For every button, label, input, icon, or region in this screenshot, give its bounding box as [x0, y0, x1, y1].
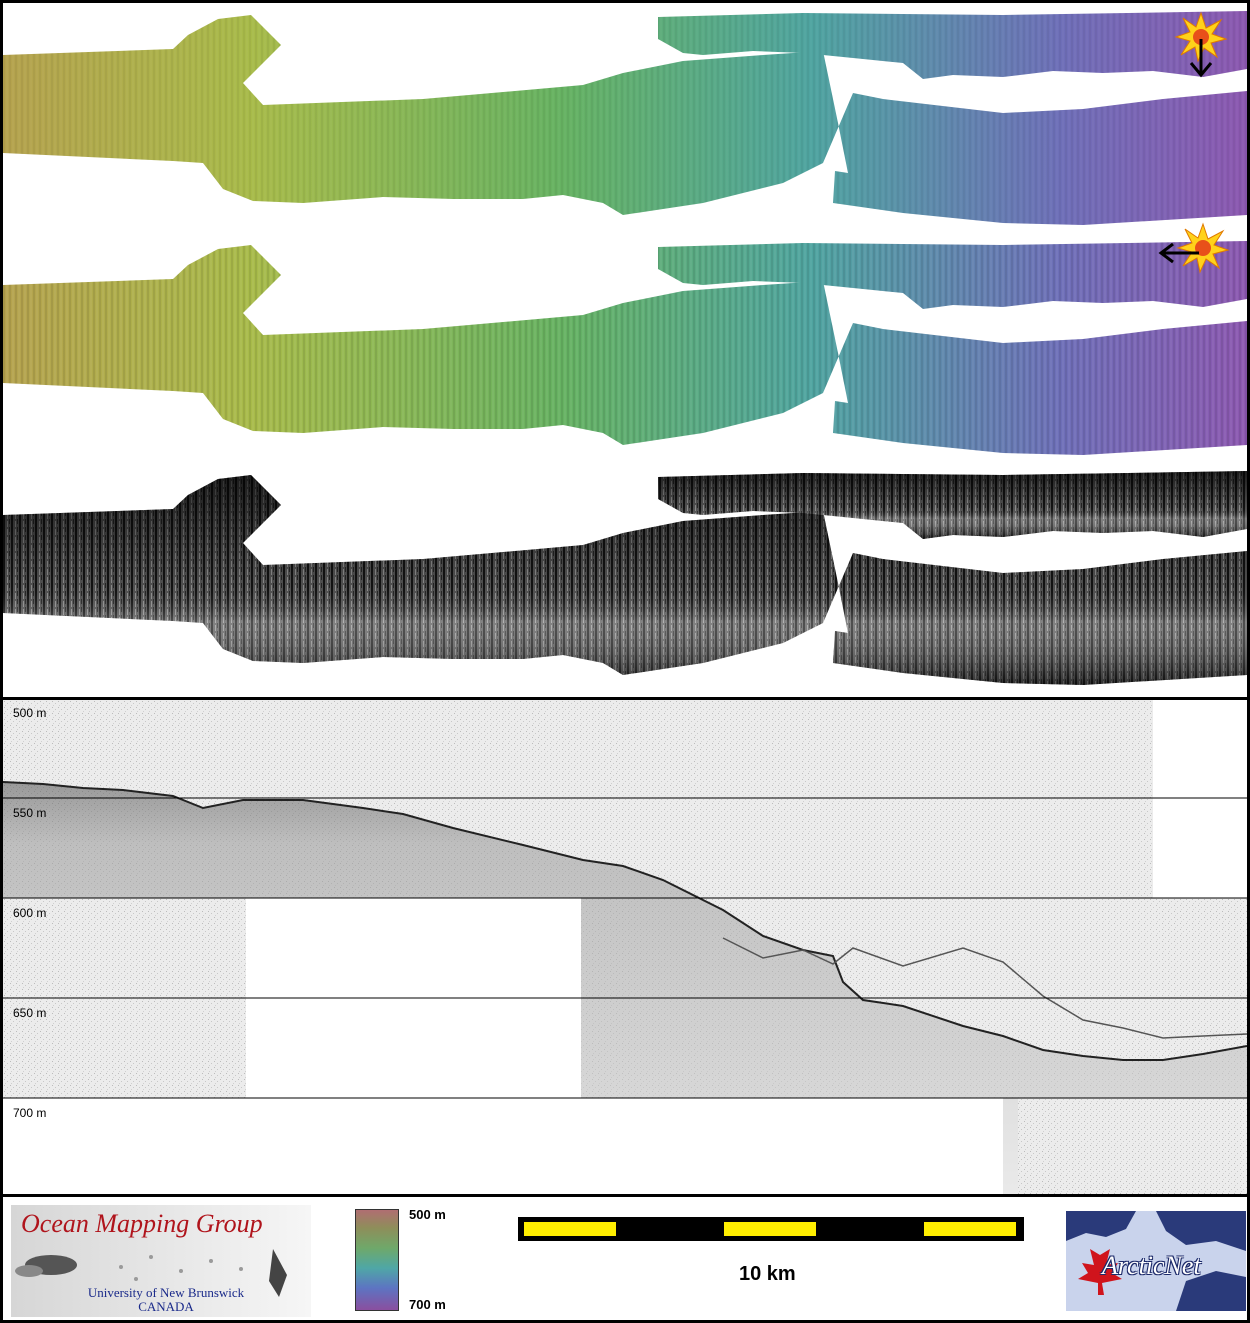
- depth-label: 650 m: [13, 1006, 47, 1020]
- arcticnet-logo: ArcticNet: [1066, 1211, 1246, 1311]
- maple-leaf-icon: [1078, 1241, 1122, 1295]
- colorbar-bottom-label: 700 m: [409, 1297, 446, 1312]
- bathymetry-map-north-illumination: [3, 11, 1247, 225]
- omg-title: Ocean Mapping Group: [21, 1209, 263, 1238]
- depth-label: 600 m: [13, 906, 47, 920]
- scale-label: 10 km: [739, 1263, 796, 1285]
- omg-logo: Ocean Mapping Group University of New Br…: [11, 1205, 311, 1317]
- scale-segment: [924, 1222, 1016, 1236]
- depth-colorbar: [355, 1209, 399, 1311]
- bathymetry-map-east-illumination: [3, 241, 1247, 455]
- depth-label: 550 m: [13, 806, 47, 820]
- omg-logo-graphic: [15, 1249, 287, 1297]
- arrow-left-icon: [1158, 242, 1199, 264]
- arcticnet-text: ArcticNet: [1102, 1251, 1201, 1280]
- omg-country: CANADA: [138, 1299, 194, 1314]
- colorbar-top-label: 500 m: [409, 1207, 446, 1222]
- scale-bar: [518, 1217, 1024, 1241]
- omg-university: University of New Brunswick: [87, 1285, 245, 1300]
- sun-icon: [1174, 11, 1228, 63]
- arrow-down-icon: [1189, 39, 1213, 78]
- map-panel: [0, 0, 1250, 700]
- scale-segment: [724, 1222, 816, 1236]
- backscatter-map: [3, 471, 1247, 685]
- sub-bottom-profile-panel: 500 m 550 m 600 m 650 m 700 m: [0, 697, 1250, 1197]
- depth-label: 700 m: [13, 1106, 47, 1120]
- depth-label: 500 m: [13, 706, 47, 720]
- profile-svg: [3, 700, 1247, 1194]
- arcticnet-logo-graphic: [1066, 1211, 1246, 1311]
- footer-panel: Ocean Mapping Group University of New Br…: [0, 1194, 1250, 1323]
- map-svg: [3, 11, 1247, 685]
- scale-segment: [524, 1222, 616, 1236]
